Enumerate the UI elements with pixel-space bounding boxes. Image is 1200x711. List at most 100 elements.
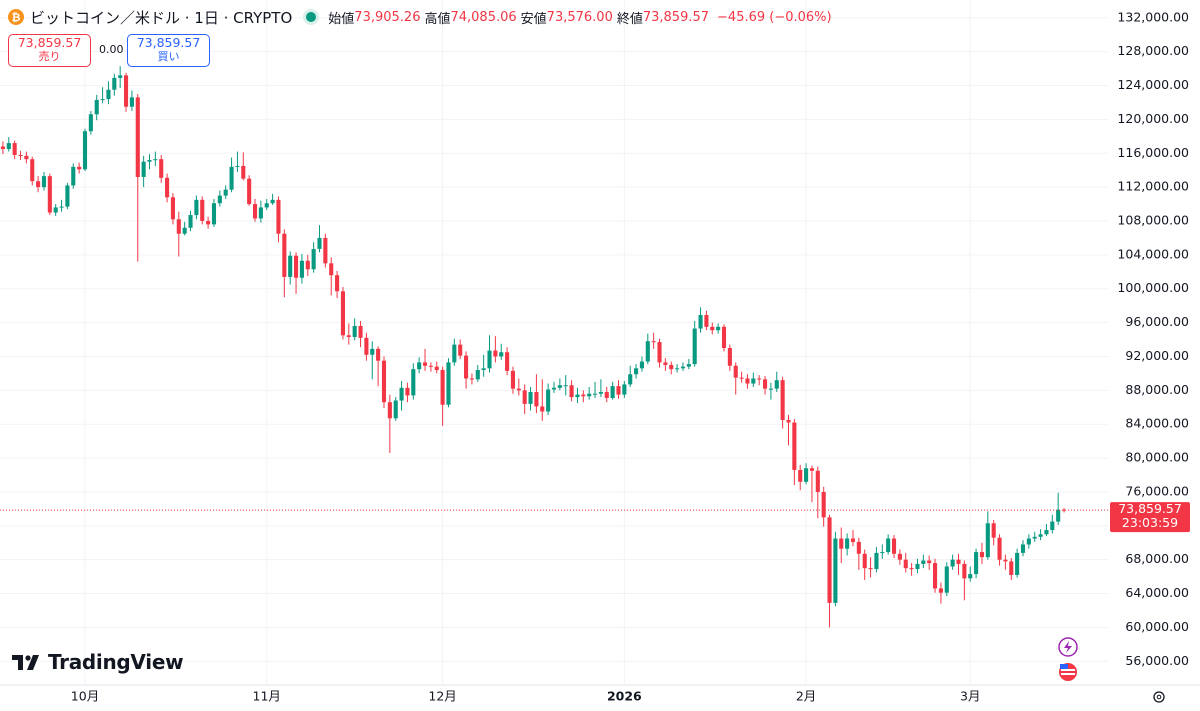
candle-body (587, 393, 592, 397)
candle-body (176, 219, 181, 234)
candle-body (546, 389, 551, 412)
candle-body (903, 559, 908, 569)
candle-body (481, 368, 486, 371)
candle-body (1026, 538, 1031, 545)
candle-body (458, 344, 463, 356)
ohlc-label: 安値 (520, 11, 547, 27)
candle-body (510, 370, 516, 389)
flag-icon-stripe (1061, 669, 1075, 671)
candle-body (358, 325, 363, 338)
candle-body (592, 393, 598, 395)
x-tick-label: 2月 (796, 689, 816, 704)
y-tick-label: 112,000.00 (1117, 179, 1189, 194)
candle-body (675, 368, 680, 370)
candle-body (933, 563, 938, 589)
y-tick-label: 128,000.00 (1117, 43, 1189, 58)
candle-body (610, 386, 615, 398)
candle-body (862, 553, 867, 569)
candle-body (721, 326, 727, 349)
candle-body (974, 552, 979, 575)
candle-body (622, 384, 627, 395)
candle-body (200, 199, 205, 221)
candle-body (768, 388, 773, 390)
logo-text: TradingView (48, 650, 184, 674)
candle-body (258, 207, 263, 219)
buy-price: 73,859.57 (136, 35, 201, 50)
price-tag-countdown: 23:03:59 (1122, 515, 1178, 530)
candle-body (997, 537, 1002, 560)
y-tick-label: 132,000.00 (1117, 9, 1189, 24)
candle-body (340, 291, 346, 336)
candle-body (153, 159, 158, 161)
candle-body (804, 468, 809, 482)
candle-body (540, 406, 545, 412)
candle-body (276, 199, 281, 234)
candle-body (323, 237, 328, 264)
candle-body (141, 161, 146, 177)
candle-body (100, 99, 105, 101)
y-tick-label: 64,000.00 (1125, 585, 1189, 600)
candle-body (1061, 509, 1067, 511)
candle-body (1009, 561, 1014, 575)
y-tick-label: 80,000.00 (1125, 450, 1189, 465)
candle-body (774, 380, 779, 389)
candle-body (329, 263, 334, 276)
candle-body (727, 348, 732, 366)
symbol-name[interactable]: ビットコイン／米ドル · 1日 · CRYPTO (30, 8, 293, 27)
candle-body (651, 341, 656, 343)
candle-body (217, 195, 222, 204)
candle-body (106, 89, 111, 100)
candle-body (938, 588, 943, 593)
candle-body (288, 255, 293, 277)
candle-body (206, 220, 211, 225)
y-tick-label: 104,000.00 (1117, 246, 1189, 261)
candle-body (182, 227, 187, 234)
y-tick-label: 124,000.00 (1117, 77, 1189, 92)
candle-body (757, 378, 762, 380)
candle-body (387, 402, 392, 419)
candle-body (299, 260, 304, 278)
candle-body (710, 326, 715, 331)
candle-body (528, 392, 533, 404)
candle-body (921, 560, 926, 564)
candle-body (235, 165, 240, 167)
candle-body (815, 470, 820, 492)
candle-body (88, 114, 93, 132)
candle-body (698, 314, 703, 329)
price-tag-value: 73,859.57 (1118, 501, 1182, 516)
buy-label: 買い (157, 50, 180, 63)
settings-icon[interactable] (1153, 691, 1165, 703)
flag-icon-stripe (1061, 673, 1075, 675)
sell-label: 売り (38, 50, 61, 63)
candle-body (522, 390, 527, 404)
candle-body (1032, 536, 1037, 539)
ohlc-label: 終値 (616, 11, 643, 27)
candle-body (716, 326, 721, 331)
candle-body (36, 181, 41, 188)
candle-body (780, 380, 785, 420)
logo[interactable]: TradingView (12, 650, 184, 674)
candle-body (891, 538, 897, 554)
candle-body (634, 368, 639, 375)
candle-body (868, 568, 873, 570)
sell-price: 73,859.57 (17, 35, 82, 50)
ohlc-value: 73,576.00 (546, 9, 613, 25)
candle-body (411, 369, 416, 396)
candle-body (464, 355, 469, 379)
candle-body (1038, 534, 1043, 537)
candle-body (991, 523, 996, 538)
candle-body (346, 335, 351, 337)
candle-body (71, 166, 76, 186)
candle-body (282, 233, 287, 277)
ohlc-value: 73,859.57 (642, 9, 710, 25)
sell-button[interactable]: 73,859.57 売り (8, 34, 91, 67)
candle-body (563, 385, 568, 387)
buy-button[interactable]: 73,859.57 買い (127, 34, 210, 67)
candle-body (434, 366, 439, 371)
candle-body (733, 365, 738, 378)
settings-icon-center (1156, 694, 1162, 700)
candle-body (663, 362, 668, 365)
candle-body (616, 386, 621, 395)
market-status (306, 12, 317, 22)
